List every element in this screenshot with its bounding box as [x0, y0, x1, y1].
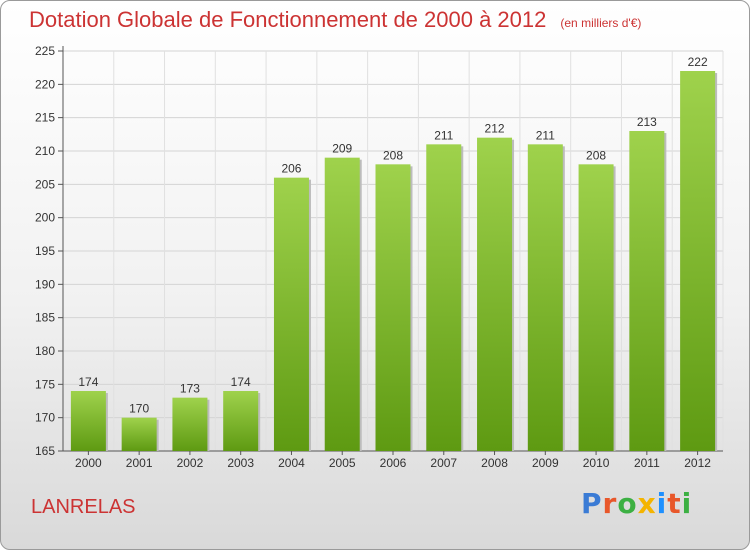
bar-2000 — [70, 391, 106, 451]
x-tick-label-2007: 2007 — [430, 456, 457, 470]
y-tick-label: 195 — [35, 244, 55, 258]
x-tick-label-2004: 2004 — [278, 456, 305, 470]
y-tick-label: 215 — [35, 111, 55, 125]
bar-2006 — [375, 164, 411, 452]
data-label-2012: 222 — [688, 55, 708, 69]
bar-2001 — [121, 417, 157, 451]
bar-2009 — [527, 144, 563, 452]
x-tick-label-2009: 2009 — [532, 456, 559, 470]
data-label-2006: 208 — [383, 148, 403, 162]
data-label-2008: 212 — [485, 122, 505, 136]
y-tick-label: 200 — [35, 211, 55, 225]
data-labels: 174 170 173 174 206 209 208 211 212 211 208 213 222 — [78, 55, 708, 416]
bar-2005 — [324, 157, 360, 451]
data-label-2004: 206 — [281, 162, 301, 176]
x-tick-label-2010: 2010 — [583, 456, 610, 470]
proxiti-logo: Proxiti — [581, 487, 692, 520]
logo-letter: t — [667, 487, 682, 520]
y-tick-label: 180 — [35, 344, 55, 358]
y-tick-label: 170 — [35, 411, 55, 425]
x-tick-label-2005: 2005 — [329, 456, 356, 470]
y-tick-label: 220 — [35, 77, 55, 91]
logo-letter: i — [681, 487, 693, 520]
bars — [70, 71, 718, 452]
bar-2010 — [578, 164, 614, 452]
bar-2003 — [223, 391, 259, 451]
bar-2011 — [629, 131, 665, 451]
chart-title: Dotation Globale de Fonctionnement de 20… — [29, 7, 641, 33]
x-tick-label-2011: 2011 — [634, 456, 660, 470]
y-tick-label: 225 — [35, 44, 55, 58]
x-tick-label-2012: 2012 — [684, 456, 711, 470]
bar-2012 — [680, 71, 716, 451]
y-tick-label: 205 — [35, 177, 55, 191]
chart-title-text: Dotation Globale de Fonctionnement de 20… — [29, 7, 547, 32]
chart-subtitle: (en milliers d'€) — [560, 16, 642, 30]
x-tick-label-2000: 2000 — [75, 456, 102, 470]
data-label-2010: 208 — [586, 148, 606, 162]
x-tick-label-2006: 2006 — [380, 456, 407, 470]
data-label-2007: 211 — [434, 128, 453, 142]
logo-letter: i — [656, 487, 668, 520]
y-tick-label: 210 — [35, 144, 55, 158]
y-tick-label: 190 — [35, 277, 55, 291]
x-tick-label-2008: 2008 — [481, 456, 508, 470]
logo-letter: o — [617, 487, 638, 520]
data-label-2003: 174 — [231, 375, 251, 389]
y-tick-label: 165 — [35, 444, 55, 458]
data-label-2000: 174 — [78, 375, 98, 389]
data-label-2002: 173 — [180, 382, 200, 396]
bar-2004 — [273, 177, 309, 451]
bar-2002 — [172, 397, 208, 451]
logo-letter: r — [602, 487, 618, 520]
logo-letter: P — [581, 487, 603, 520]
data-label-2009: 211 — [536, 128, 555, 142]
commune-name: LANRELAS — [31, 496, 136, 518]
data-label-2011: 213 — [637, 115, 657, 129]
y-tick-label: 175 — [35, 377, 55, 391]
data-label-2005: 209 — [332, 142, 352, 156]
logo-letter: x — [637, 487, 657, 520]
bar-2008 — [477, 137, 513, 451]
x-tick-label-2003: 2003 — [227, 456, 254, 470]
x-tick-label-2002: 2002 — [177, 456, 204, 470]
bar-2007 — [426, 144, 462, 452]
data-label-2001: 170 — [129, 402, 149, 416]
x-tick-label-2001: 2001 — [126, 456, 153, 470]
y-tick-label: 185 — [35, 311, 55, 325]
